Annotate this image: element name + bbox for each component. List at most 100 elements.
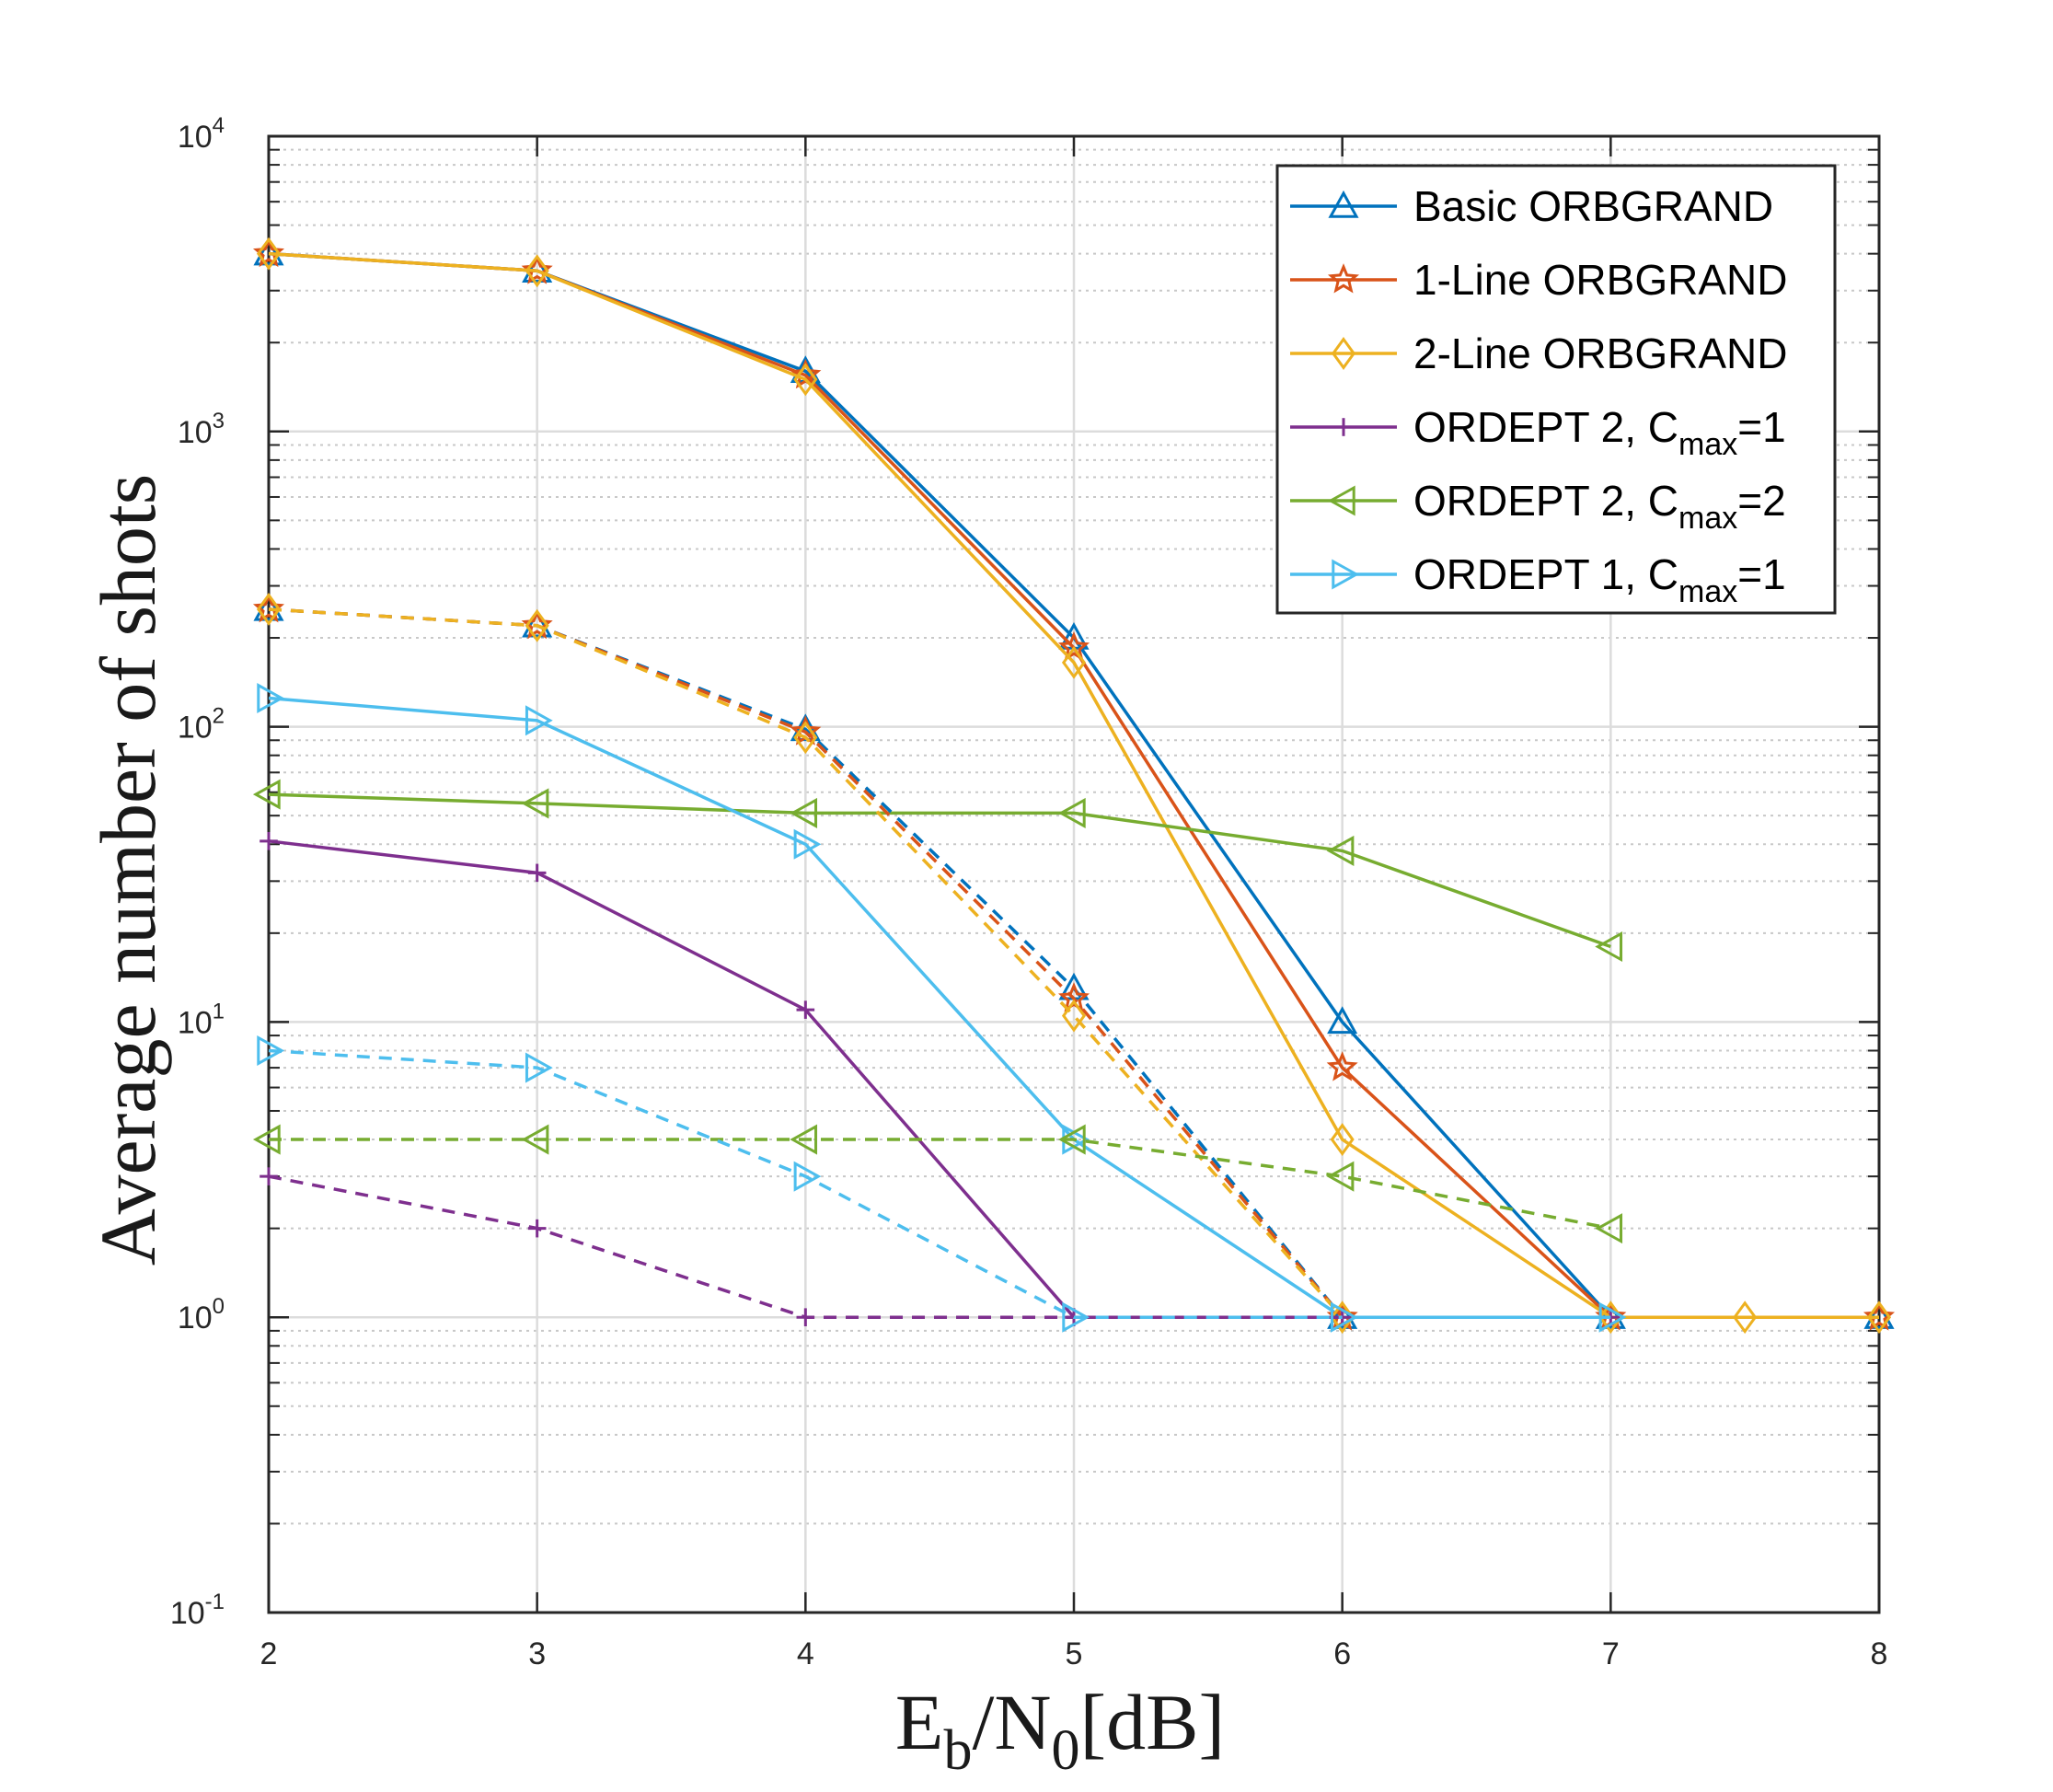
marker-shape <box>790 1124 818 1155</box>
y-tick-label: 103 <box>178 409 225 450</box>
marker-triangle-left <box>1326 835 1355 866</box>
x-tick-label: 2 <box>260 1636 278 1671</box>
marker-star <box>1057 982 1090 1012</box>
legend-entry: ORDEPT 2, Cmax=2 <box>1290 477 1786 536</box>
marker-shape <box>256 237 282 271</box>
marker-plus <box>796 1000 815 1019</box>
marker-shape <box>1863 1301 1896 1331</box>
x-axis-label: Eb/N0[dB] <box>895 1678 1225 1782</box>
marker-triangle-right <box>525 1052 553 1083</box>
marker-shape <box>1330 1301 1358 1333</box>
x-tick-label: 6 <box>1333 1636 1351 1671</box>
legend-entry: ORDEPT 2, Cmax=1 <box>1290 403 1786 462</box>
marker-shape <box>1061 645 1087 679</box>
series-line <box>268 792 1611 949</box>
axes <box>267 134 1881 1614</box>
marker-shape <box>790 797 818 828</box>
marker-shape <box>1327 263 1360 294</box>
marker-shape <box>252 779 281 810</box>
marker-triangle-left <box>1057 1124 1086 1155</box>
series-ordept-2-cmax-2 <box>252 779 1623 963</box>
marker-plus <box>527 863 547 883</box>
series-line <box>268 1048 1343 1319</box>
marker-shape <box>793 828 822 860</box>
marker-diamond <box>525 608 549 642</box>
x-tick-label: 3 <box>528 1636 546 1671</box>
marker-star <box>1057 630 1090 662</box>
x-label-sub2: 0 <box>1051 1719 1079 1782</box>
marker-shape <box>1057 1124 1086 1155</box>
marker-shape <box>793 1161 822 1192</box>
marker-shape <box>793 721 818 755</box>
marker-shape <box>252 1124 281 1155</box>
marker-triangle-up <box>1328 190 1359 218</box>
marker-shape <box>1595 1213 1623 1244</box>
marker-shape <box>793 363 818 397</box>
y-tick-label: 100 <box>178 1294 225 1335</box>
marker-diamond <box>256 592 282 626</box>
y-axis-label: Average number of shots <box>84 474 172 1266</box>
legend-entry: Basic ORBGRAND <box>1290 182 1773 230</box>
marker-plus <box>1334 418 1353 436</box>
marker-shape <box>521 608 553 640</box>
x-label-sub1: b <box>943 1719 972 1782</box>
marker-triangle-left <box>1595 1213 1623 1244</box>
marker-shape <box>1326 835 1355 866</box>
legend-entry: ORDEPT 1, Cmax=1 <box>1290 550 1786 609</box>
marker-shape <box>252 593 285 623</box>
marker-triangle-left <box>1327 485 1355 516</box>
marker-star <box>252 593 285 623</box>
series-2-line-orbgrand-dashed- <box>256 592 1355 1335</box>
series-line <box>268 251 1879 1319</box>
marker-triangle-right <box>793 828 822 860</box>
legend-label: 1-Line ORBGRAND <box>1413 256 1787 304</box>
y-tick-label: 102 <box>178 704 225 746</box>
marker-diamond <box>1330 1123 1355 1157</box>
marker-shape <box>257 682 285 714</box>
marker-triangle-left <box>521 1124 549 1155</box>
marker-plus <box>527 1219 547 1238</box>
marker-shape <box>521 254 553 284</box>
series-ordept-2-cmax-2-dashed- <box>252 1124 1623 1244</box>
marker-shape <box>1328 190 1359 218</box>
legend: Basic ORBGRAND 1-Line ORBGRAND 2-Line ORBG… <box>1275 164 1837 615</box>
marker-triangle-left <box>1326 1161 1355 1192</box>
marker-triangle-left <box>790 797 818 828</box>
marker-shape <box>252 237 285 268</box>
marker-diamond <box>793 363 818 397</box>
marker-shape <box>1327 485 1355 516</box>
legend-label: ORDEPT 2, Cmax=2 <box>1413 477 1786 536</box>
marker-diamond <box>1061 645 1087 679</box>
x-label-main: E <box>895 1678 944 1766</box>
marker-shape <box>525 1052 553 1083</box>
marker-diamond <box>1331 337 1356 370</box>
marker-star <box>521 254 553 284</box>
marker-triangle-up <box>522 609 553 638</box>
marker-triangle-left <box>521 788 549 819</box>
marker-triangle-left <box>790 1124 818 1155</box>
marker-triangle-right <box>1330 1301 1358 1333</box>
marker-triangle-right <box>1062 1301 1090 1333</box>
legend-label: ORDEPT 2, Cmax=1 <box>1413 403 1786 462</box>
series-line <box>268 696 1611 1319</box>
marker-shape <box>1866 1301 1892 1335</box>
marker-triangle-left <box>252 779 281 810</box>
marker-shape <box>525 254 549 288</box>
series-ordept-1-cmax-1-dashed- <box>257 1035 1358 1333</box>
marker-shape <box>253 237 284 266</box>
marker-triangle-left <box>252 1124 281 1155</box>
tick-labels: 2 3 4 5 6 7 8 10-1 100 101 102 103 104 <box>170 113 1888 1671</box>
marker-triangle-right <box>793 1161 822 1192</box>
x-tick-label: 4 <box>797 1636 814 1671</box>
marker-triangle-right <box>257 1035 285 1067</box>
x-tick-label: 7 <box>1602 1636 1620 1671</box>
marker-diamond <box>1733 1301 1758 1335</box>
marker-shape <box>1057 982 1090 1012</box>
marker-star <box>252 237 285 268</box>
marker-triangle-right <box>1332 559 1360 590</box>
marker-shape <box>1326 1161 1355 1192</box>
x-label-tail: [dB] <box>1079 1678 1225 1766</box>
marker-star <box>1863 1301 1896 1331</box>
marker-plus <box>796 1308 815 1326</box>
